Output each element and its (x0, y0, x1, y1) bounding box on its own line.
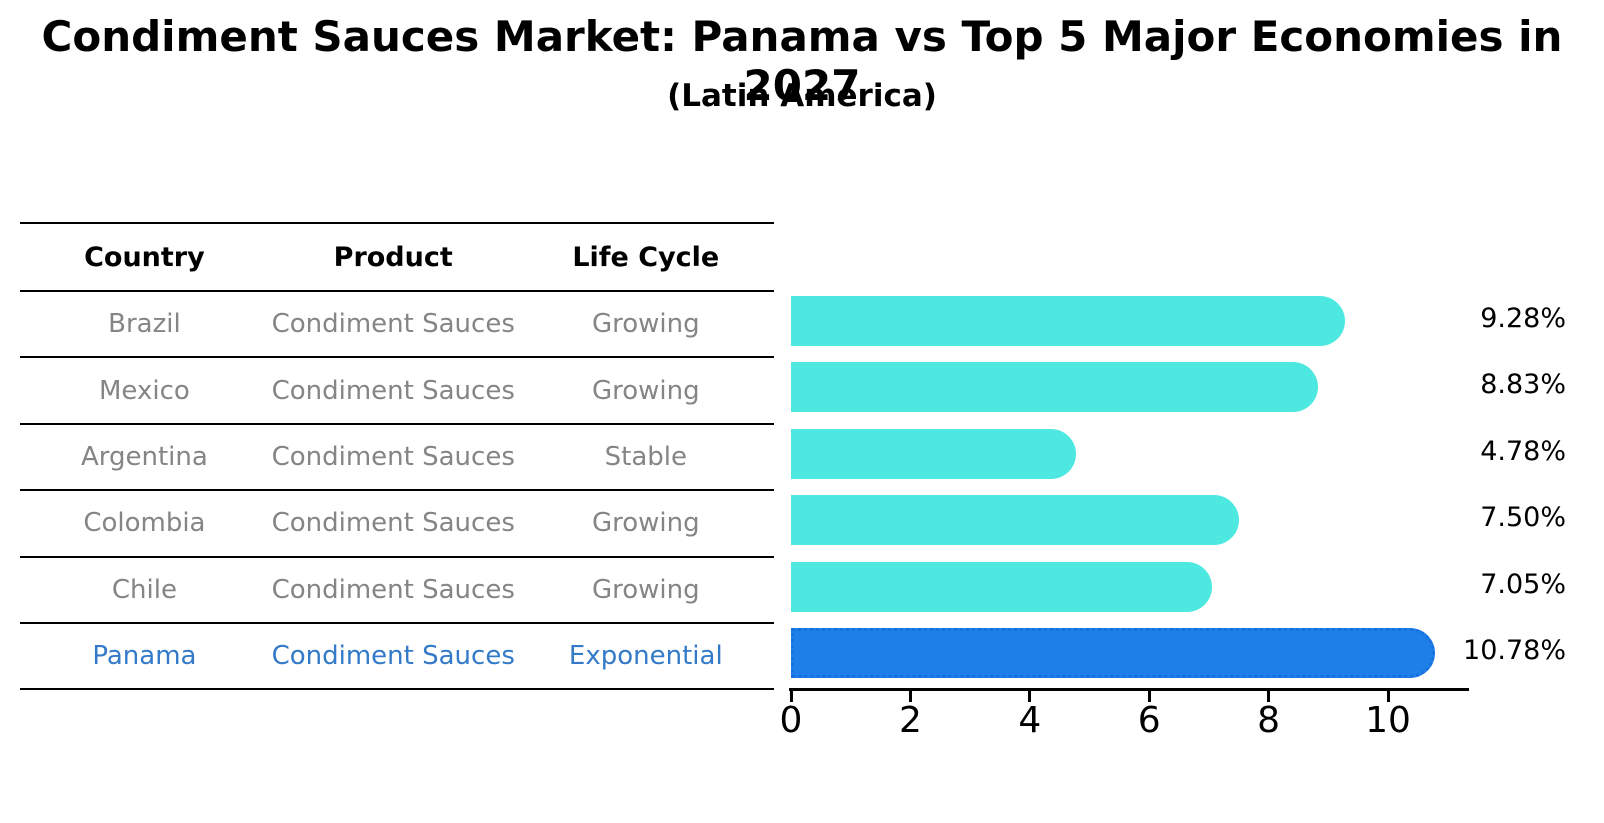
country-cell: Colombia (83, 508, 206, 539)
chart-subtitle: (Latin America) (667, 78, 937, 114)
x-tick (1147, 691, 1151, 702)
product-cell: Condiment Sauces (271, 375, 515, 406)
value-label-colombia: 7.50% (1480, 502, 1566, 534)
bar-mexico (791, 362, 1319, 413)
bar-colombia (791, 495, 1239, 546)
life-cycle-cell: Stable (604, 441, 687, 472)
table-row-mexico: Mexico Condiment Sauces Growing (20, 358, 774, 425)
value-label-chile: 7.05% (1480, 568, 1566, 600)
x-tick-label: 8 (1257, 700, 1281, 741)
x-tick (1386, 691, 1390, 702)
x-tick-label: 2 (898, 700, 922, 741)
column-header-country: Country (84, 241, 205, 273)
product-cell: Condiment Sauces (271, 574, 515, 605)
product-cell: Condiment Sauces (271, 441, 515, 472)
country-cell: Mexico (99, 375, 190, 406)
x-tick-label: 6 (1137, 700, 1161, 741)
bar-argentina (791, 428, 1077, 479)
country-cell: Chile (111, 574, 177, 605)
life-cycle-cell: Growing (591, 508, 700, 539)
x-tick (1267, 691, 1271, 702)
country-cell: Panama (92, 641, 197, 672)
x-axis (789, 688, 1469, 691)
table-row-colombia: Colombia Condiment Sauces Growing (20, 491, 774, 558)
value-label-mexico: 8.83% (1480, 369, 1566, 401)
x-tick (908, 691, 912, 702)
product-cell: Condiment Sauces (271, 508, 515, 539)
table-row-brazil: Brazil Condiment Sauces Growing (20, 292, 774, 359)
value-label-panama: 10.78% (1463, 635, 1566, 666)
value-label-argentina: 4.78% (1480, 435, 1566, 467)
product-cell: Condiment Sauces (271, 309, 515, 340)
x-tick-label: 10 (1365, 700, 1411, 741)
bar-brazil (791, 296, 1346, 346)
chart-title: Condiment Sauces Market: Panama vs Top 5… (41, 12, 1563, 110)
value-label-brazil: 9.28% (1480, 303, 1566, 334)
data-table: Country Product Life Cycle Brazil Condim… (20, 222, 774, 691)
column-header-life-cycle: Life Cycle (572, 241, 720, 273)
x-tick-label: 4 (1018, 700, 1042, 741)
table-row-panama: Panama Condiment Sauces Exponential (20, 624, 774, 691)
product-cell: Condiment Sauces (271, 641, 515, 672)
table-row-argentina: Argentina Condiment Sauces Stable (20, 425, 774, 492)
country-cell: Argentina (80, 441, 208, 472)
column-header-product: Product (333, 241, 453, 273)
table-row-chile: Chile Condiment Sauces Growing (20, 558, 774, 624)
country-cell: Brazil (108, 309, 181, 340)
x-tick-label: 0 (779, 700, 803, 741)
table-header-row: Country Product Life Cycle (20, 224, 774, 292)
bar-panama (791, 628, 1435, 678)
life-cycle-cell: Growing (591, 574, 700, 605)
x-tick (1028, 691, 1032, 702)
life-cycle-cell: Growing (591, 375, 700, 406)
x-tick (789, 691, 793, 702)
bar-chile (791, 561, 1212, 612)
life-cycle-cell: Exponential (568, 641, 723, 672)
life-cycle-cell: Growing (591, 309, 700, 340)
